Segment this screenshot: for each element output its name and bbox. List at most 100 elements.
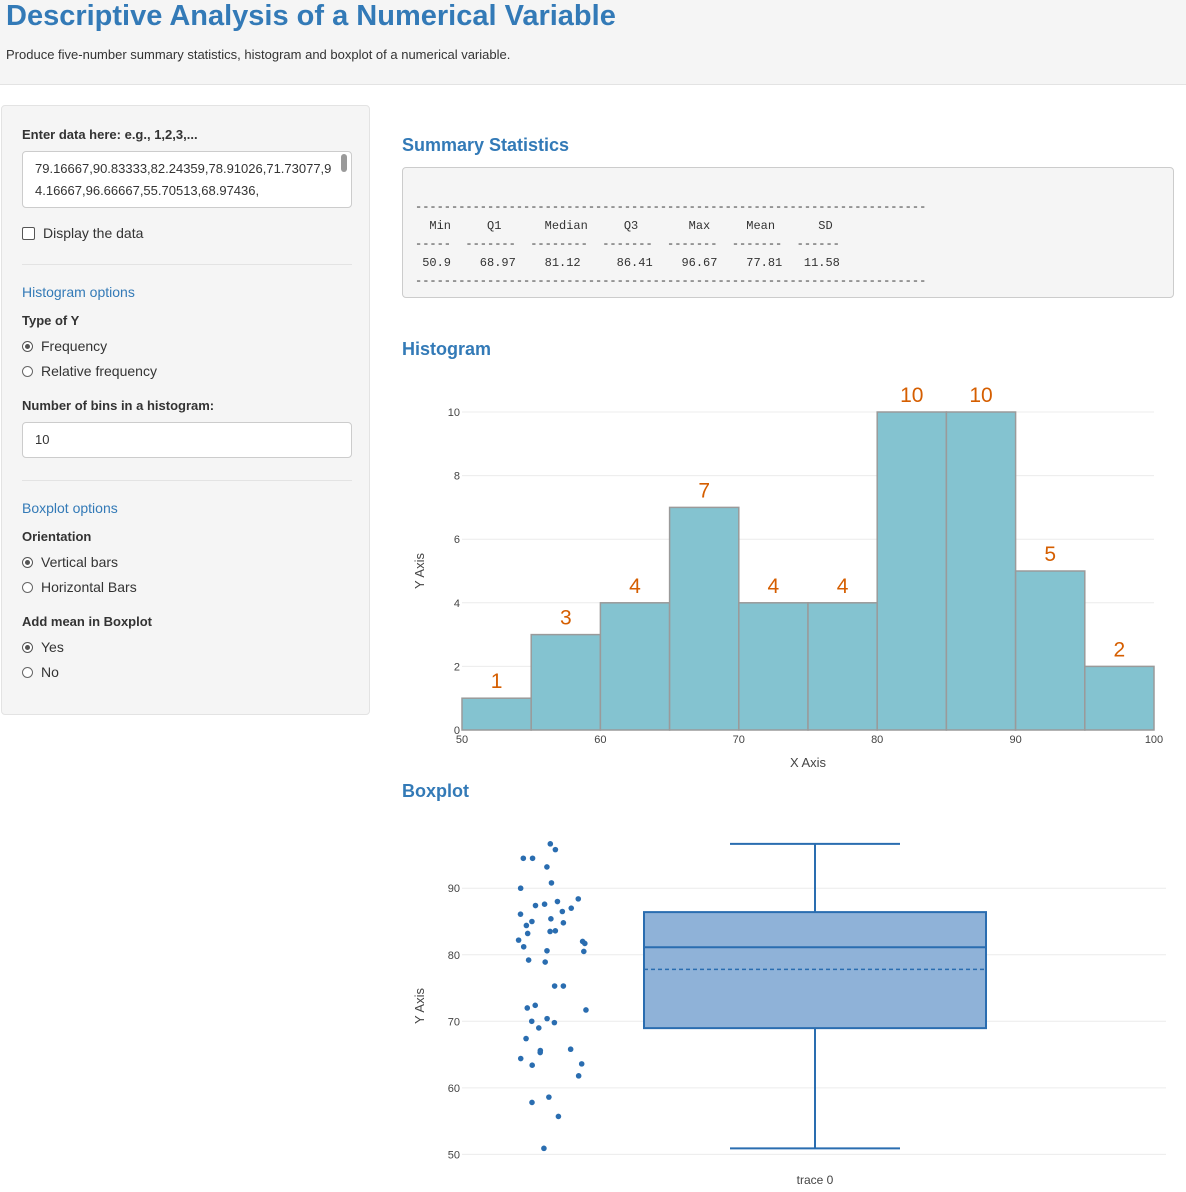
page-header: Descriptive Analysis of a Numerical Vari… bbox=[0, 0, 1186, 85]
data-point bbox=[551, 1019, 558, 1026]
bar-data-label: 10 bbox=[969, 384, 992, 407]
y-tick-label: 70 bbox=[448, 1016, 460, 1028]
y-tick-label: 8 bbox=[454, 471, 460, 483]
radio-button[interactable] bbox=[22, 581, 33, 593]
x-tick-label: 90 bbox=[1009, 734, 1021, 746]
x-tick-label: 100 bbox=[1145, 734, 1163, 746]
y-tick-label: 60 bbox=[448, 1083, 460, 1095]
y-axis-title: Y Axis bbox=[412, 988, 427, 1024]
checkbox-box[interactable] bbox=[22, 226, 35, 240]
radio-button-selected[interactable] bbox=[22, 556, 33, 568]
data-point bbox=[532, 1002, 539, 1009]
display-data-label: Display the data bbox=[43, 225, 144, 241]
display-data-checkbox[interactable]: Display the data bbox=[22, 225, 143, 241]
radio-mean-no[interactable]: No bbox=[22, 664, 59, 680]
y-tick-label: 2 bbox=[454, 661, 460, 673]
histogram-bar bbox=[876, 411, 948, 731]
radio-mean-yes[interactable]: Yes bbox=[22, 639, 64, 655]
bar-data-label: 4 bbox=[629, 575, 641, 598]
add-mean-label: Add mean in Boxplot bbox=[22, 614, 152, 629]
bar-data-label: 3 bbox=[560, 607, 572, 630]
data-point bbox=[583, 1007, 589, 1013]
data-point bbox=[544, 1015, 550, 1022]
data-point bbox=[582, 940, 588, 947]
divider bbox=[22, 480, 352, 481]
y-tick-label: 10 bbox=[448, 407, 460, 419]
radio-label: Vertical bars bbox=[41, 554, 119, 570]
bar-data-label: 1 bbox=[491, 670, 503, 693]
bar-data-label: 4 bbox=[768, 575, 780, 598]
divider bbox=[22, 264, 352, 265]
data-point bbox=[560, 920, 567, 926]
data-point bbox=[581, 948, 587, 955]
histogram-bar bbox=[1014, 570, 1086, 731]
data-point bbox=[559, 908, 566, 915]
data-point bbox=[517, 885, 524, 892]
radio-label: Frequency bbox=[41, 338, 108, 354]
data-point bbox=[552, 928, 559, 934]
data-point bbox=[544, 947, 550, 954]
data-point bbox=[568, 905, 575, 911]
y-tick-label: 50 bbox=[448, 1149, 460, 1161]
data-point bbox=[551, 983, 558, 989]
data-point bbox=[555, 1113, 562, 1120]
bar-data-label: 5 bbox=[1044, 543, 1056, 566]
radio-relative-frequency[interactable]: Relative frequency bbox=[22, 363, 157, 379]
histogram-bar bbox=[530, 633, 602, 731]
data-input-label: Enter data here: e.g., 1,2,3,... bbox=[22, 127, 198, 142]
data-point bbox=[535, 1025, 542, 1031]
histogram-bar bbox=[1084, 665, 1155, 731]
data-point bbox=[517, 1055, 524, 1062]
x-tick-label: 70 bbox=[733, 734, 745, 746]
radio-horizontal-bars[interactable]: Horizontal Bars bbox=[22, 579, 137, 595]
data-point bbox=[547, 928, 553, 935]
bins-label: Number of bins in a histogram: bbox=[22, 398, 215, 413]
bins-input[interactable]: 10 bbox=[22, 422, 352, 458]
radio-label: Yes bbox=[41, 639, 64, 655]
data-point bbox=[517, 911, 524, 917]
summary-table: ----------------------------------------… bbox=[415, 200, 927, 288]
data-point bbox=[529, 855, 536, 862]
boxplot-chart[interactable]: 50 60 70 80 90 trace 0 Y Axis bbox=[402, 820, 1186, 1192]
bar-data-label: 7 bbox=[698, 479, 710, 502]
bar-data-label: 2 bbox=[1114, 638, 1126, 661]
y-axis-title: Y Axis bbox=[412, 553, 427, 589]
y-tick-label: 6 bbox=[454, 534, 460, 546]
bar-data-label: 10 bbox=[900, 384, 923, 407]
summary-output-box: ----------------------------------------… bbox=[402, 167, 1174, 298]
data-textarea[interactable]: 79.16667,90.83333,82.24359,78.91026,71.7… bbox=[22, 151, 352, 208]
orientation-label: Orientation bbox=[22, 529, 92, 544]
data-point bbox=[560, 983, 567, 989]
histogram-bar bbox=[807, 602, 878, 731]
radio-vertical-bars[interactable]: Vertical bars bbox=[22, 554, 118, 570]
boxplot-options-heading: Boxplot options bbox=[22, 500, 118, 516]
data-point bbox=[544, 864, 550, 870]
data-point bbox=[529, 1099, 535, 1106]
data-point bbox=[528, 1018, 535, 1025]
data-point bbox=[524, 1005, 531, 1011]
textarea-scrollbar[interactable] bbox=[341, 154, 347, 172]
radio-label: Relative frequency bbox=[41, 363, 157, 379]
radio-button[interactable] bbox=[22, 365, 33, 377]
data-point bbox=[529, 1062, 535, 1068]
boxplot-heading: Boxplot bbox=[402, 781, 469, 801]
radio-label: No bbox=[41, 664, 59, 680]
summary-statistics-heading: Summary Statistics bbox=[402, 135, 570, 155]
radio-button-selected[interactable] bbox=[22, 641, 33, 653]
radio-label: Horizontal Bars bbox=[41, 579, 137, 595]
data-point bbox=[541, 901, 548, 907]
data-point bbox=[546, 1094, 552, 1100]
page-title: Descriptive Analysis of a Numerical Vari… bbox=[6, 0, 616, 32]
bar-data-label: 4 bbox=[837, 575, 849, 598]
data-point bbox=[548, 880, 555, 886]
radio-frequency[interactable]: Frequency bbox=[22, 338, 107, 354]
x-axis-title: X Axis bbox=[790, 755, 827, 770]
histogram-chart[interactable]: 0 2 4 6 8 10 1 3 4 7 4 4 10 10 5 2 50 60 70 80 90 100 X Axis Y … bbox=[402, 372, 1186, 776]
radio-button[interactable] bbox=[22, 666, 33, 678]
data-point bbox=[537, 1049, 544, 1056]
data-point bbox=[515, 937, 522, 943]
histogram-bar bbox=[599, 602, 671, 731]
radio-button-selected[interactable] bbox=[22, 340, 33, 352]
data-point bbox=[552, 846, 559, 853]
data-point bbox=[529, 918, 535, 925]
